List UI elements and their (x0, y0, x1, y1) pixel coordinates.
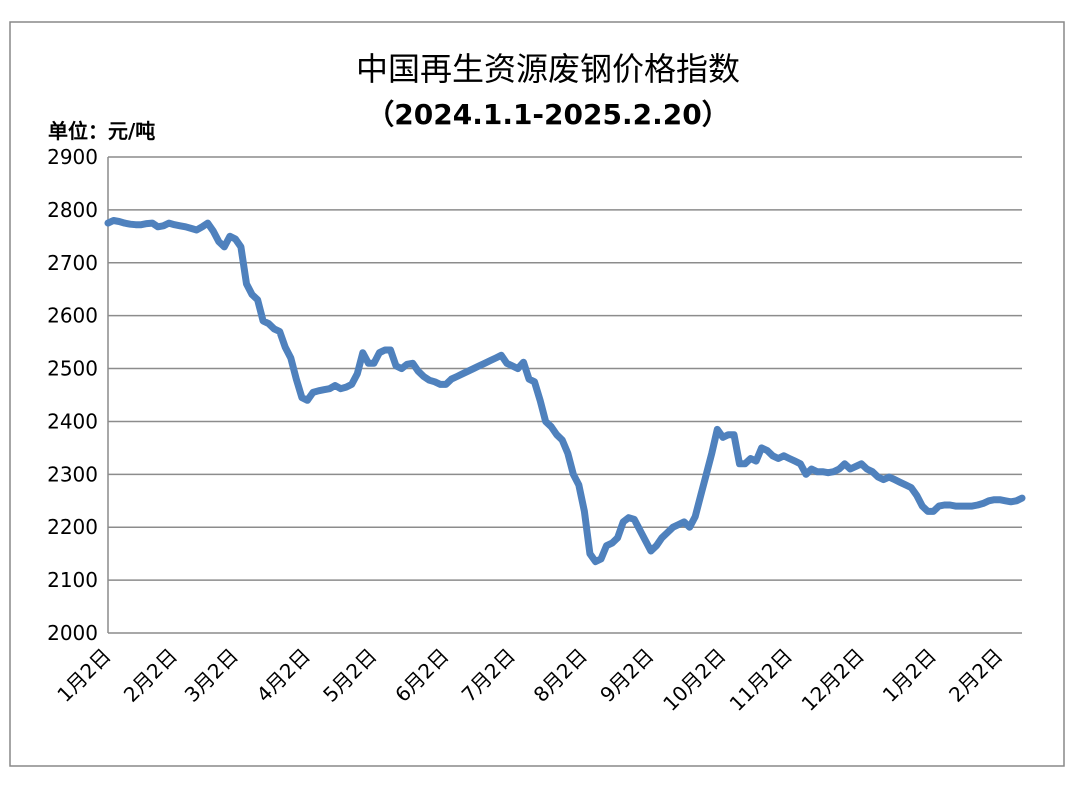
chart-subtitle: （2024.1.1-2025.2.20） (366, 98, 729, 131)
y-tick-label: 2300 (47, 462, 98, 486)
y-tick-label: 2400 (47, 409, 98, 433)
y-tick-label: 2800 (47, 198, 98, 222)
y-axis-label: 单位：元/吨 (48, 119, 155, 143)
y-tick-label: 2600 (47, 304, 98, 328)
y-tick-label: 2100 (47, 568, 98, 592)
y-tick-label: 2000 (47, 621, 98, 645)
y-tick-label: 2900 (47, 145, 98, 169)
data-line (104, 217, 1026, 566)
chart-title: 中国再生资源废钢价格指数 (356, 50, 740, 88)
y-tick-label: 2200 (47, 515, 98, 539)
y-tick-label: 2500 (47, 357, 98, 381)
y-tick-label: 2700 (47, 251, 98, 275)
